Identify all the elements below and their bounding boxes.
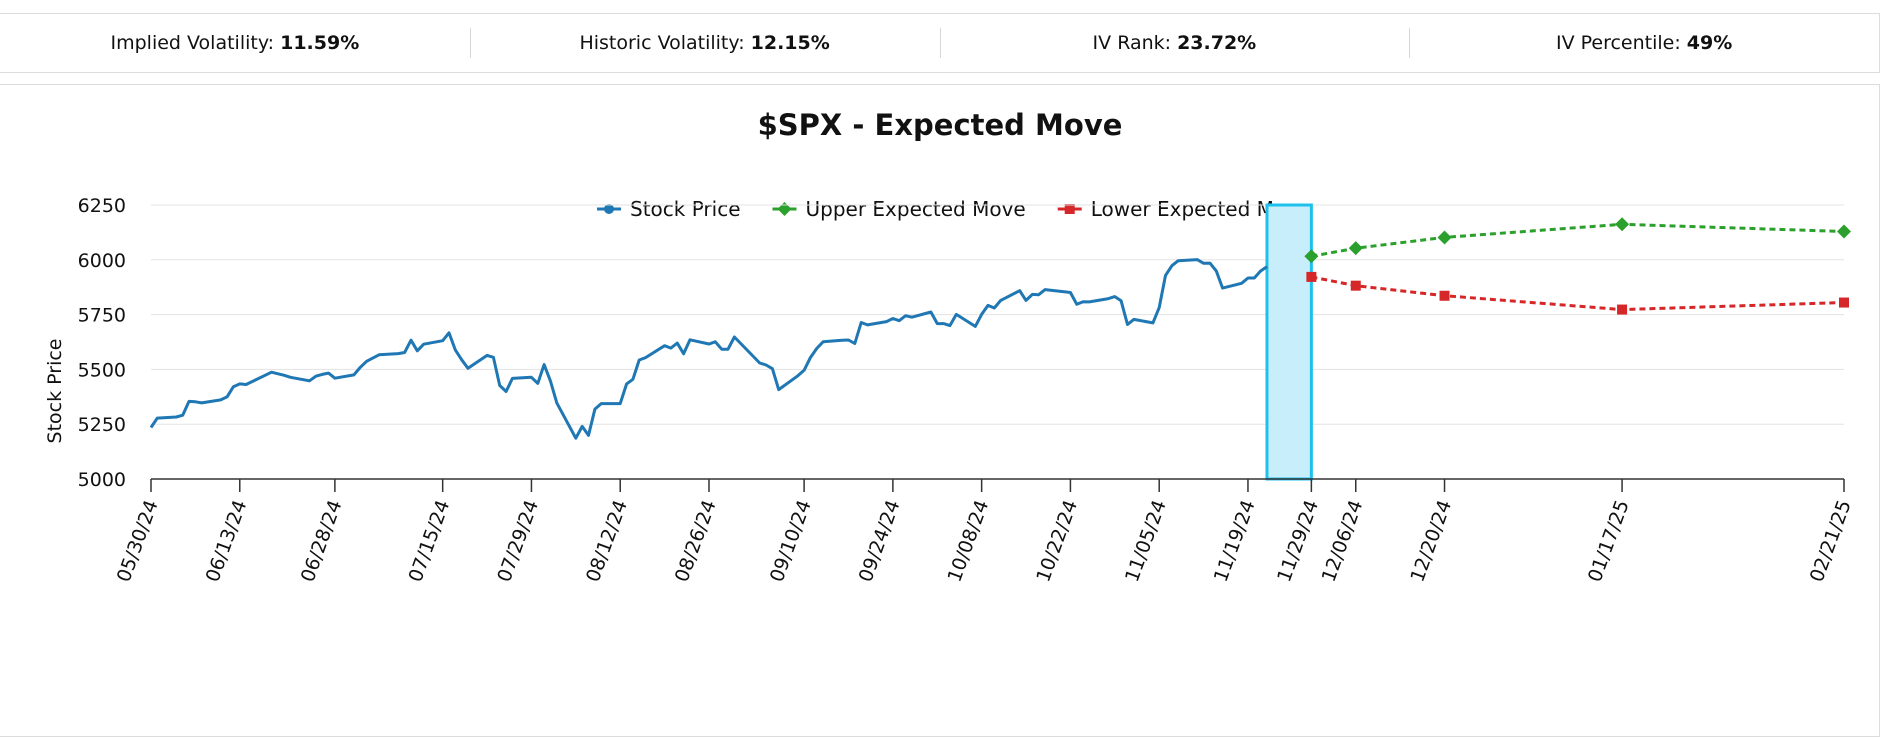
x-tick-label: 11/29/24 [1273, 497, 1323, 585]
lower-expected-move-line [1311, 275, 1845, 312]
chart-axes: 5000 5250 5500 5750 6000 6250 05/30/24 06/13/24… [78, 195, 1856, 585]
x-tick-label: 09/24/24 [855, 497, 905, 585]
lower-expected-move-point [1306, 271, 1317, 282]
x-tick-label: 08/12/24 [582, 497, 632, 585]
expected-move-chart: $SPX - Expected Move Stock Price Upper Ex… [44, 108, 1856, 585]
lower-expected-move-point [1839, 297, 1849, 308]
legend-label: Upper Expected Move [806, 197, 1026, 221]
legend-marker [1064, 204, 1075, 214]
x-tick-label: 06/13/24 [202, 497, 252, 585]
x-tick-label: 12/20/24 [1406, 497, 1456, 585]
upper-expected-move-point [1615, 217, 1630, 232]
stat-value: 49% [1686, 32, 1733, 54]
stat-value: 12.15% [750, 32, 830, 54]
x-tick-label: 10/08/24 [943, 497, 993, 585]
lower-expected-move-point [1617, 304, 1628, 315]
stat-iv-rank: IV Rank: 23.72% [939, 14, 1410, 72]
stat-label: IV Rank: [1092, 32, 1172, 54]
x-tick-label: 07/29/24 [493, 497, 543, 585]
chart-series [149, 217, 1851, 440]
x-tick-label: 10/22/24 [1032, 497, 1082, 585]
y-tick-label: 5750 [78, 305, 126, 327]
upper-expected-move-point [1304, 249, 1319, 264]
highlight-band [1265, 203, 1313, 481]
y-tick-label: 5000 [78, 469, 126, 491]
stock-price-line [149, 258, 1268, 440]
chart-title: $SPX - Expected Move [758, 108, 1123, 142]
stat-iv-percentile: IV Percentile: 49% [1409, 14, 1879, 72]
x-tick-label: 07/15/24 [405, 497, 455, 585]
x-tick-label: 05/30/24 [113, 497, 163, 585]
stat-implied-volatility: Implied Volatility: 11.59% [0, 14, 470, 72]
legend-marker [777, 202, 792, 216]
upper-expected-move-line [1311, 222, 1845, 258]
legend-label: Stock Price [630, 197, 741, 221]
x-tick-label: 06/28/24 [297, 497, 347, 585]
upper-expected-move-point [1437, 230, 1452, 245]
y-tick-label: 6000 [78, 250, 126, 272]
lower-expected-move-point [1350, 280, 1361, 291]
chart-legend: Stock Price Upper Expected Move Lower Expe… [597, 197, 1310, 221]
volatility-stats-bar: Implied Volatility: 11.59% Historic Volat… [0, 13, 1880, 73]
y-tick-label: 5250 [78, 414, 126, 436]
stat-label: IV Percentile: [1555, 32, 1681, 54]
x-tick-label: 01/17/25 [1584, 497, 1634, 585]
lower-expected-move-point [1439, 290, 1450, 301]
stat-label: Implied Volatility: [110, 32, 275, 54]
x-tick-label: 08/26/24 [671, 497, 721, 585]
x-tick-label: 12/06/24 [1318, 497, 1368, 585]
y-tick-label: 6250 [78, 195, 126, 217]
upper-expected-move-point [1348, 241, 1363, 256]
x-tick-label: 02/21/25 [1806, 497, 1856, 585]
stat-value: 23.72% [1177, 32, 1257, 54]
upper-expected-move-point [1837, 224, 1851, 239]
expected-move-chart-panel: $SPX - Expected Move Stock Price Upper Ex… [0, 84, 1880, 737]
x-tick-label: 09/10/24 [766, 497, 816, 585]
stat-label: Historic Volatility: [579, 32, 745, 54]
stat-historic-volatility: Historic Volatility: 12.15% [469, 14, 940, 72]
x-tick-label: 11/19/24 [1210, 497, 1260, 585]
current-period-highlight [1265, 203, 1313, 481]
y-tick-label: 5500 [78, 359, 126, 381]
x-tick-label: 11/05/24 [1121, 497, 1171, 585]
y-axis-label: Stock Price [44, 339, 66, 444]
legend-marker [604, 204, 614, 214]
stat-value: 11.59% [280, 32, 360, 54]
chart-gridlines [151, 204, 1844, 425]
